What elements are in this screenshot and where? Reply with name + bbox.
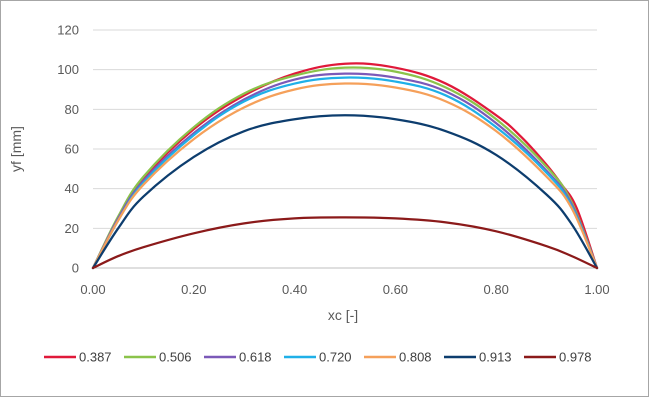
- series-line-0.978: [91, 216, 599, 270]
- legend-label: 0.720: [319, 350, 352, 365]
- legend-item: 0.720: [284, 350, 352, 365]
- y-axis-title: yf [mm]: [8, 126, 24, 172]
- x-tick-labels: 0.00 0.20 0.40 0.60 0.80 1.00: [80, 282, 609, 297]
- legend-item: 0.387: [44, 350, 112, 365]
- x-tick-label: 0.80: [484, 282, 509, 297]
- series-line-0.913: [91, 114, 599, 270]
- x-axis-title: xc [-]: [328, 307, 358, 323]
- x-tick-label: 0.40: [282, 282, 307, 297]
- legend-item: 0.913: [444, 350, 512, 365]
- y-tick-label: 120: [57, 23, 79, 38]
- y-tick-label: 100: [57, 62, 79, 77]
- y-tick-label: 0: [72, 261, 79, 276]
- series-line-0.506: [91, 66, 599, 270]
- y-tick-labels: 0 20 40 60 80 100 120: [57, 23, 79, 276]
- y-tick-label: 40: [65, 181, 79, 196]
- y-tick-label: 60: [65, 142, 79, 157]
- series-line-0.618: [91, 72, 599, 270]
- legend-label: 0.808: [399, 350, 432, 365]
- legend-item: 0.978: [524, 350, 592, 365]
- legend-item: 0.618: [204, 350, 272, 365]
- legend-item: 0.808: [364, 350, 432, 365]
- y-tick-label: 80: [65, 102, 79, 117]
- x-tick-label: 0.00: [80, 282, 105, 297]
- x-tick-label: 0.60: [383, 282, 408, 297]
- legend: 0.387 0.506 0.618 0.720 0.808 0.913 0.978: [44, 350, 592, 365]
- series-line-0.808: [91, 82, 599, 270]
- legend-label: 0.618: [239, 350, 272, 365]
- legend-item: 0.506: [124, 350, 192, 365]
- y-tick-label: 20: [65, 221, 79, 236]
- legend-label: 0.978: [559, 350, 592, 365]
- legend-label: 0.387: [79, 350, 112, 365]
- x-tick-label: 0.20: [181, 282, 206, 297]
- legend-label: 0.506: [159, 350, 192, 365]
- series-lines: [91, 62, 599, 270]
- legend-label: 0.913: [479, 350, 512, 365]
- x-tick-label: 1.00: [584, 282, 609, 297]
- series-line-0.720: [91, 76, 599, 270]
